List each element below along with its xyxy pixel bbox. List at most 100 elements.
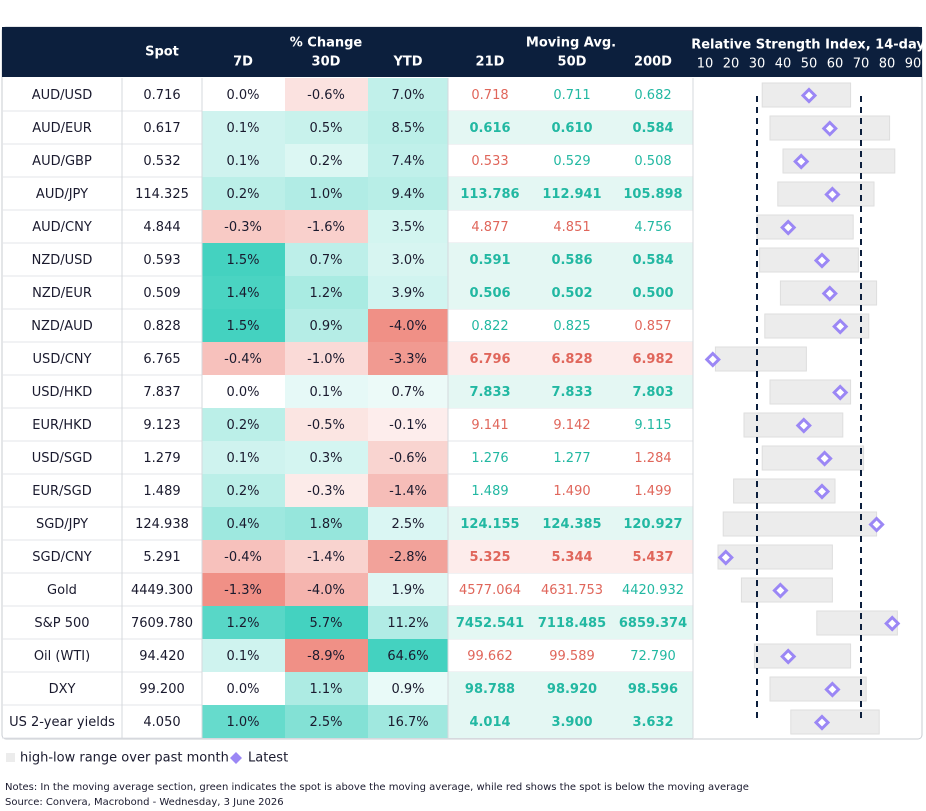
pair-name: Oil (WTI) [34,649,90,664]
ma-value: 0.825 [553,319,590,334]
ma-value: 3.632 [632,715,673,730]
pair-name: AUD/CNY [32,220,92,235]
pair-name: US 2-year yields [9,715,115,730]
change-value: 0.7% [309,253,342,268]
ma-value: 6.796 [469,352,510,367]
spot: 0.509 [143,286,180,301]
change-value: -1.6% [307,220,345,235]
change-cell [368,210,448,243]
change-cell [368,507,448,540]
change-cell [202,474,285,507]
pair-name: S&P 500 [34,616,89,631]
change-cell [202,705,285,738]
change-cell [368,705,448,738]
change-cell [368,375,448,408]
change-value: -0.3% [224,220,262,235]
ma-value: 120.927 [623,517,682,532]
ma-cell [532,606,613,639]
change-cell [368,144,448,177]
ma-value: 4420.932 [622,583,684,598]
spot: 0.593 [143,253,180,268]
change-cell [202,78,285,111]
ma-value: 0.711 [553,88,590,103]
change-cell [285,276,368,309]
change-cell [368,672,448,705]
change-cell [368,276,448,309]
spot: 4.844 [143,220,180,235]
change-cell [202,144,285,177]
change-cell [202,309,285,342]
ma-value: 0.506 [469,286,510,301]
ma-cell [613,606,693,639]
ma-value: 4.014 [469,715,510,730]
ma-cell [532,111,613,144]
change-value: -0.4% [224,550,262,565]
spot: 1.489 [143,484,180,499]
change-cell [202,276,285,309]
rsi-latest [884,615,901,632]
ma-cell [613,111,693,144]
change-value: 1.0% [226,715,259,730]
change-cell [368,573,448,606]
spot: 9.123 [143,418,180,433]
change-value: 0.7% [391,385,424,400]
rsi-latest [868,516,885,533]
ma-value: 6.828 [551,352,592,367]
ma-cell [613,507,693,540]
change-value: 64.6% [387,649,428,664]
change-value: -0.6% [389,451,427,466]
change-value: -0.5% [307,418,345,433]
change-cell [285,309,368,342]
change-value: 3.5% [391,220,424,235]
ma-value: 1.284 [634,451,671,466]
change-value: 9.4% [391,187,424,202]
ma-value: 0.718 [471,88,508,103]
ma-cell [448,243,532,276]
change-value: -4.0% [389,319,427,334]
ma-value: 9.115 [634,418,671,433]
ma-value: 99.662 [467,649,513,664]
ma-cell [532,243,613,276]
ma-cell [448,276,532,309]
change-value: 2.5% [391,517,424,532]
ma-cell [532,375,613,408]
spot: 7.837 [143,385,180,400]
change-value: -1.3% [224,583,262,598]
ma-cell [613,243,693,276]
ma-cell [532,276,613,309]
change-cell [202,408,285,441]
rsi-latest [824,186,841,203]
change-cell [285,177,368,210]
change-value: -3.3% [389,352,427,367]
change-value: -1.0% [307,352,345,367]
rsi-tick-label: 10 [697,57,714,72]
spot: 94.420 [139,649,185,664]
rsi-latest [832,318,849,335]
ma-value: 9.141 [471,418,508,433]
pair-name: USD/HKD [32,385,92,400]
change-value: 0.2% [226,418,259,433]
change-cell [368,441,448,474]
ma-value: 4.851 [553,220,590,235]
ma-value: 5.344 [551,550,592,565]
pair-name: SGD/CNY [32,550,92,565]
change-cell [285,210,368,243]
ma-cell [613,705,693,738]
change-cell [285,243,368,276]
ma-cell [532,540,613,573]
change-cell [368,408,448,441]
ma-cell [532,177,613,210]
ma-cell [613,672,693,705]
change-cell [202,507,285,540]
ma-value: 7.803 [632,385,673,400]
change-cell [368,309,448,342]
header-change-col: 7D [233,55,253,70]
change-value: 1.5% [226,253,259,268]
ma-value: 0.502 [551,286,592,301]
change-value: 0.0% [226,682,259,697]
ma-cell [613,276,693,309]
change-cell [285,705,368,738]
rsi-tick-label: 30 [749,57,766,72]
pair-name: AUD/EUR [32,121,92,136]
